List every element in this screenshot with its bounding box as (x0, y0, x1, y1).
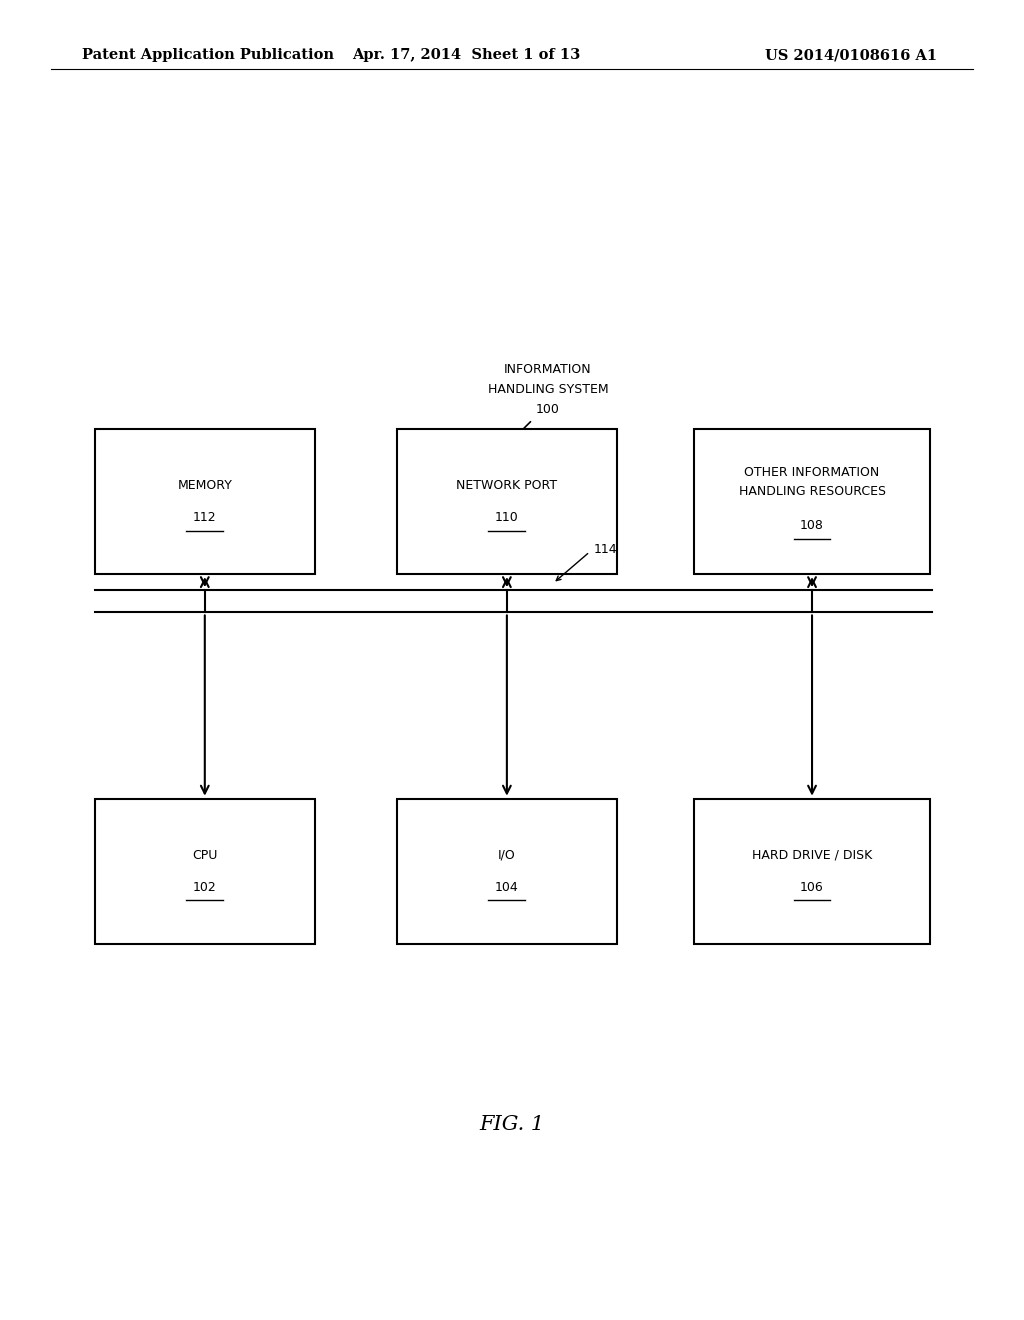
Text: 100: 100 (536, 403, 560, 416)
Text: 102: 102 (193, 880, 217, 894)
Text: NETWORK PORT: NETWORK PORT (457, 479, 557, 492)
Text: HANDLING SYSTEM: HANDLING SYSTEM (487, 383, 608, 396)
Text: OTHER INFORMATION: OTHER INFORMATION (744, 466, 880, 479)
Bar (95, 799, 315, 944)
Text: 112: 112 (193, 511, 217, 524)
Text: I/O: I/O (498, 849, 516, 862)
Text: INFORMATION: INFORMATION (504, 363, 592, 376)
Text: 106: 106 (800, 880, 824, 894)
Bar (95, 429, 315, 574)
Text: Apr. 17, 2014  Sheet 1 of 13: Apr. 17, 2014 Sheet 1 of 13 (352, 49, 580, 62)
Bar (694, 429, 930, 574)
Bar (694, 799, 930, 944)
Text: HANDLING RESOURCES: HANDLING RESOURCES (738, 484, 886, 498)
Text: MEMORY: MEMORY (177, 479, 232, 492)
Text: US 2014/0108616 A1: US 2014/0108616 A1 (765, 49, 937, 62)
Bar (397, 429, 616, 574)
Text: CPU: CPU (193, 849, 217, 862)
Text: FIG. 1: FIG. 1 (479, 1115, 545, 1134)
Text: 104: 104 (495, 880, 519, 894)
Text: 114: 114 (594, 543, 617, 556)
Text: HARD DRIVE / DISK: HARD DRIVE / DISK (752, 849, 872, 862)
Bar (397, 799, 616, 944)
Text: 110: 110 (495, 511, 519, 524)
Text: Patent Application Publication: Patent Application Publication (82, 49, 334, 62)
Text: 108: 108 (800, 519, 824, 532)
